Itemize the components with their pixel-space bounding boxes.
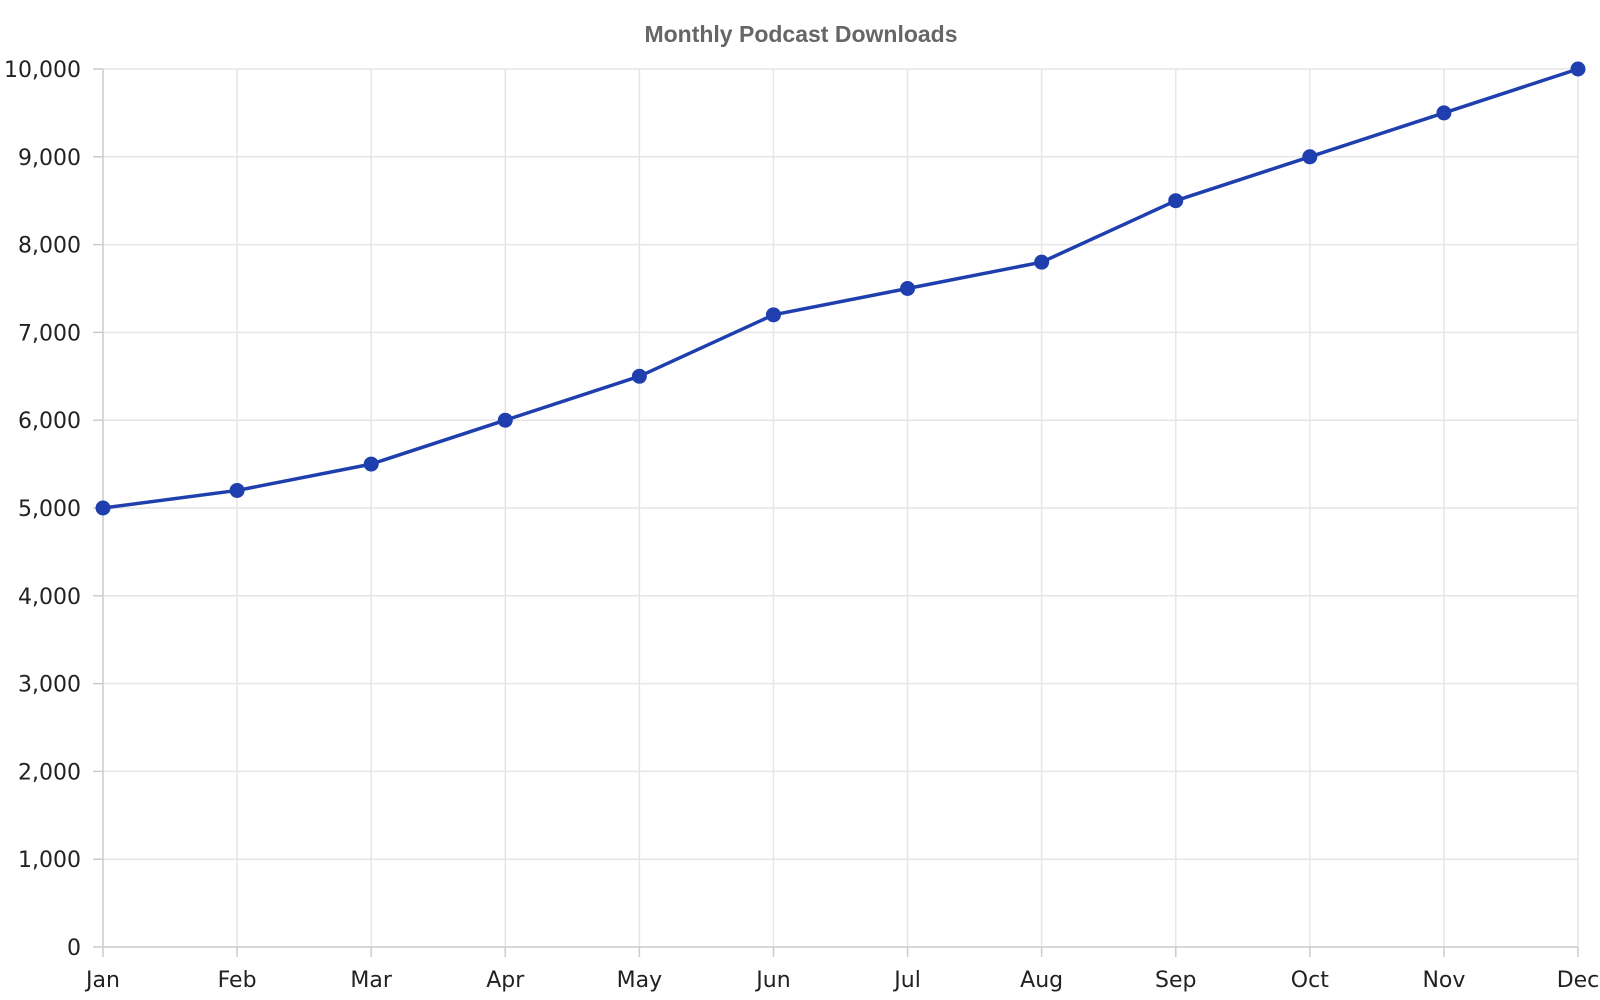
data-point — [1168, 193, 1184, 209]
y-tick-label: 8,000 — [18, 234, 81, 259]
y-tick-label: 3,000 — [18, 673, 81, 698]
y-tick-label: 0 — [67, 936, 81, 961]
y-tick-label: 10,000 — [4, 58, 81, 83]
y-tick-label: 4,000 — [18, 585, 81, 610]
data-point — [1436, 105, 1452, 121]
y-tick-label: 6,000 — [18, 409, 81, 434]
x-tick-label: Oct — [1291, 968, 1329, 993]
y-tick-label: 1,000 — [18, 848, 81, 873]
data-point — [631, 368, 647, 384]
y-tick-label: 5,000 — [18, 497, 81, 522]
x-tick-label: Nov — [1422, 968, 1465, 993]
x-tick-label: Aug — [1020, 968, 1063, 993]
series-layer — [101, 67, 1580, 510]
data-point — [1302, 149, 1318, 165]
chart-title: Monthly Podcast Downloads — [644, 21, 957, 47]
x-tick-label: May — [617, 968, 662, 993]
data-point — [765, 307, 781, 323]
x-tick-label: Mar — [350, 968, 392, 993]
x-tick-label: Jun — [754, 968, 790, 993]
x-tick-label: Dec — [1557, 968, 1600, 993]
label-layer: 0 1,000 2,000 3,000 4,000 5,000 6,000 7,000 8,00… — [4, 58, 1599, 993]
data-point — [229, 482, 245, 498]
y-tick-label: 2,000 — [18, 760, 81, 785]
x-tick-label: Jan — [84, 968, 120, 993]
x-tick-label: Apr — [486, 968, 525, 993]
y-tick-label: 9,000 — [18, 146, 81, 171]
data-point — [1034, 254, 1050, 270]
y-tick-label: 7,000 — [18, 321, 81, 346]
marker-layer — [95, 61, 1586, 516]
data-point — [497, 412, 513, 428]
x-tick-label: Sep — [1155, 968, 1196, 993]
series-line — [101, 67, 1580, 510]
data-point — [900, 281, 916, 296]
grid-layer — [103, 68, 1579, 947]
data-point — [95, 500, 111, 516]
x-tick-label: Jul — [892, 968, 921, 993]
data-point — [363, 456, 379, 472]
axis-layer — [93, 68, 1579, 957]
data-point — [1570, 61, 1586, 77]
x-tick-label: Feb — [218, 968, 257, 993]
